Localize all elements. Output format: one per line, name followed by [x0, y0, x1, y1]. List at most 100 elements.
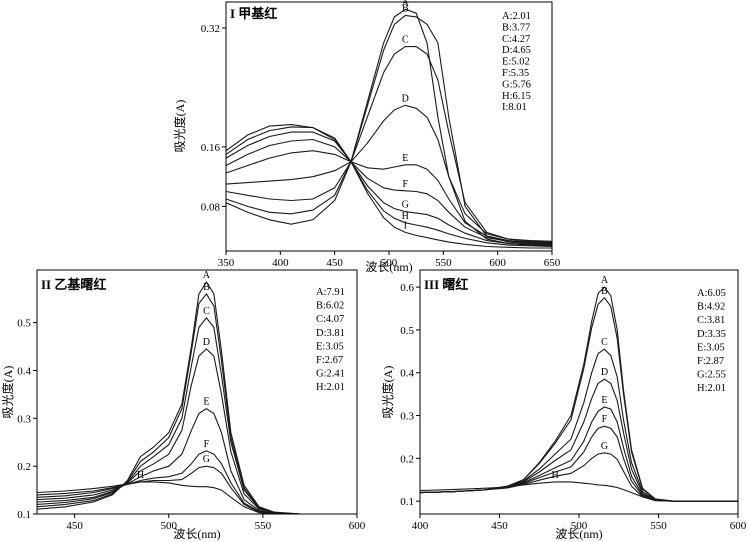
x-tick-label: 550: [650, 520, 667, 532]
x-tick-label: 600: [349, 520, 366, 532]
y-axis-title: 吸光度(A): [380, 366, 395, 419]
curve-label-A: A: [402, 0, 410, 8]
series-line-C: [36, 316, 357, 515]
legend-entry: F:5.35: [502, 68, 529, 79]
y-tick-label: 0.16: [201, 142, 221, 154]
y-tick-label: 0.2: [400, 453, 414, 465]
curve-label-C: C: [402, 35, 409, 46]
y-tick-label: 0.5: [400, 325, 414, 337]
y-tick-label: 0.4: [400, 368, 414, 380]
curve-label-H: H: [402, 211, 409, 222]
x-tick-label: 400: [412, 520, 429, 532]
curve-label-E: E: [601, 395, 607, 406]
curve-label-E: E: [203, 397, 209, 408]
legend-entry: E:3.05: [316, 341, 344, 352]
y-tick-label: 0.2: [17, 461, 31, 473]
curve-label-D: D: [601, 367, 608, 378]
x-tick-label: 350: [218, 257, 235, 269]
chart-panel-2: AB C D E FG H 450 500 550 600 0.1 0.2 0.3 0.4 0.5 波长(nm…: [0, 269, 366, 541]
legend-entry: D:3.81: [316, 328, 345, 339]
y-tick-label: 0.08: [201, 201, 221, 213]
legend-entry: C:4.07: [316, 314, 344, 325]
series-line-E: [419, 406, 738, 502]
legend-entry: A:6.05: [697, 288, 726, 299]
legend-entry: E:5.02: [502, 57, 530, 68]
curve-label-A: A: [203, 270, 211, 281]
legend-entry: F:2.87: [697, 356, 724, 367]
x-tick-label: 400: [272, 257, 289, 269]
x-tick-label: 500: [381, 257, 398, 269]
legend-entry: B:3.77: [502, 22, 530, 33]
y-tick-label: 0.4: [17, 365, 31, 377]
x-tick-label: 550: [435, 257, 452, 269]
plot-frame: [36, 269, 358, 515]
x-tick-label: 650: [544, 257, 561, 269]
legend: A:7.91 B:6.02 C:4.07 D:3.81 E:3.05 F:2.67 G:2.…: [316, 287, 345, 393]
legend-entry: I:8.01: [502, 102, 527, 113]
series-line-G: [419, 452, 738, 502]
x-tick-label: 500: [161, 520, 178, 532]
legend: A:6.05 B:4.92 C:3.81 D:3.35 E:3.05 F:2.87 G:2.…: [697, 288, 726, 394]
legend-entry: C:3.81: [697, 315, 725, 326]
curve-label-C: C: [203, 306, 210, 317]
series-line-H: [419, 481, 738, 502]
legend-entry: H:2.01: [697, 383, 726, 394]
legend-entry: G:2.41: [316, 369, 345, 380]
y-tick-label: 0.1: [17, 509, 31, 521]
legend-entry: A:7.91: [316, 287, 345, 298]
panel-title: III 曙红: [424, 277, 468, 292]
x-axis-title: 波长(nm): [555, 527, 602, 541]
x-axis-title: 波长(nm): [173, 527, 220, 541]
y-tick-label: 0.1: [400, 496, 414, 508]
legend-entry: B:6.02: [316, 301, 344, 312]
curve-label-B: B: [601, 286, 608, 297]
series-line-E: [225, 150, 553, 244]
series-line-D: [36, 348, 357, 515]
y-tick-label: 0.3: [17, 413, 31, 425]
curve-label-I: I: [404, 220, 407, 231]
series-line-C: [419, 348, 738, 502]
series-line-I: [225, 124, 552, 249]
y-tick-label: 0.5: [17, 318, 31, 330]
series-line-G: [225, 131, 553, 246]
curve-label-G: G: [601, 441, 608, 452]
x-tick-label: 600: [489, 257, 506, 269]
y-tick-label: 0.3: [400, 411, 414, 423]
series-line-C: [225, 46, 553, 243]
plot-frame: [419, 269, 739, 515]
x-tick-label: 450: [491, 520, 508, 532]
legend-entry: H:6.15: [502, 91, 531, 102]
legend-entry: G:5.76: [502, 79, 531, 90]
series-line-G: [36, 465, 357, 515]
series-line-F: [225, 138, 553, 245]
series-line-F: [36, 450, 357, 515]
legend: A:2.01B:3.77C:4.27D:4.65E:5.02F:5.35G:5.…: [502, 11, 531, 113]
series-line-F: [419, 425, 738, 502]
legend-entry: C:4.27: [502, 34, 530, 45]
curve-label-B: B: [402, 3, 409, 14]
x-tick-label: 550: [255, 520, 272, 532]
curve-label-H: H: [552, 470, 559, 481]
y-axis-title: 吸光度(A): [0, 366, 15, 419]
legend-entry: G:2.55: [697, 370, 726, 381]
y-tick-label: 0.32: [201, 23, 220, 35]
series-line-H: [225, 126, 553, 248]
x-axis-title: 波长(nm): [365, 260, 412, 274]
curve-label-B: B: [203, 282, 210, 293]
curve-label-F: F: [204, 439, 210, 450]
legend-entry: F:2.67: [316, 355, 343, 366]
series-line-D: [225, 104, 553, 242]
curve-label-E: E: [402, 153, 408, 164]
curve-label-D: D: [402, 93, 409, 104]
y-axis-title: 吸光度(A): [172, 100, 187, 153]
legend-entry: D:4.65: [502, 45, 531, 56]
legend-entry: A:2.01: [502, 11, 531, 22]
chart-panel-3: AB C D EF G H 400 450 500 550 600 0.1 0.2 0.3 0.4 0.5 0.…: [380, 269, 747, 541]
legend-entry: D:3.35: [697, 329, 726, 340]
curve-label-G: G: [402, 200, 409, 211]
x-tick-label: 500: [571, 520, 588, 532]
x-tick-label: 450: [66, 520, 83, 532]
legend-entry: H:2.01: [316, 382, 345, 393]
